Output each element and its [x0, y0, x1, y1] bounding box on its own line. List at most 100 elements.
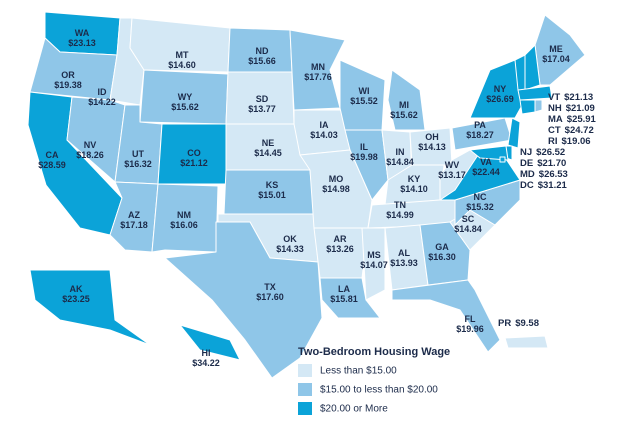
state-abbr: WY	[178, 92, 193, 102]
state-wage: $15.66	[248, 56, 276, 66]
state-wage: $14.10	[400, 184, 428, 194]
state-wage: $14.33	[276, 244, 304, 254]
legend: Two-Bedroom Housing Wage Less than $15.0…	[298, 346, 450, 415]
state-abbr: HI	[202, 348, 211, 358]
state-wage: $14.07	[360, 260, 388, 270]
state-abbr: CO	[187, 148, 201, 158]
state-wage: $17.18	[120, 220, 148, 230]
state-abbr: MD	[520, 169, 535, 180]
legend-title: Two-Bedroom Housing Wage	[298, 346, 450, 358]
state-abbr: CA	[46, 150, 59, 160]
legend-label: Less than $15.00	[320, 366, 397, 377]
state-label: DE $21.70	[520, 158, 566, 169]
state-wage: $17.60	[256, 292, 284, 302]
state-abbr: OK	[283, 234, 297, 244]
state-wage: $17.04	[542, 54, 570, 64]
state-wage: $13.77	[248, 104, 276, 114]
state-wage: $18.26	[76, 150, 104, 160]
state-wage: $23.25	[62, 294, 90, 304]
state-wage: $25.91	[567, 114, 597, 125]
state-shape	[387, 69, 426, 131]
state-wage: $15.62	[390, 110, 418, 120]
state-abbr: TX	[264, 282, 276, 292]
state-abbr: FL	[465, 314, 476, 324]
state-shape	[519, 99, 536, 115]
state-shape	[534, 99, 543, 113]
state-wage: $28.59	[38, 160, 66, 170]
state-wage: $21.09	[566, 103, 595, 114]
state-abbr: KY	[408, 174, 421, 184]
state-abbr: MT	[176, 50, 189, 60]
state-abbr: NC	[474, 192, 487, 202]
legend-swatch	[298, 383, 312, 396]
state-wage: $14.84	[454, 224, 482, 234]
state-shape	[469, 145, 509, 161]
state-abbr: LA	[338, 284, 350, 294]
state-wage: $13.93	[390, 258, 418, 268]
state-label: NJ $26.52	[520, 147, 565, 158]
state-abbr: MS	[367, 250, 381, 260]
state-abbr: GA	[435, 242, 449, 252]
state-abbr: WV	[445, 160, 460, 170]
state-wage: $15.62	[171, 102, 199, 112]
state-abbr: VT	[548, 92, 560, 103]
state-shape	[419, 221, 471, 286]
state-abbr: NM	[177, 210, 191, 220]
state-abbr: DE	[520, 158, 533, 169]
state-label: VT $21.13	[548, 92, 593, 103]
state-shape	[499, 156, 506, 163]
state-abbr: VA	[480, 157, 492, 167]
state-wage: $14.84	[386, 157, 414, 167]
state-wage: $16.30	[428, 252, 456, 262]
state-label: MD $26.53	[520, 169, 568, 180]
state-abbr: OH	[425, 132, 439, 142]
state-abbr: OR	[61, 70, 75, 80]
state-abbr: AZ	[128, 210, 140, 220]
state-wage: $16.32	[124, 159, 152, 169]
state-shapes	[27, 11, 586, 379]
state-wage: $26.52	[536, 147, 565, 158]
legend-label: $20.00 or More	[320, 404, 388, 415]
state-abbr: ND	[256, 46, 269, 56]
state-abbr: ME	[549, 44, 563, 54]
state-shape	[344, 129, 389, 201]
state-wage: $19.38	[54, 80, 82, 90]
state-abbr: DC	[520, 180, 534, 191]
state-abbr: IL	[360, 142, 369, 152]
legend-swatch	[298, 402, 312, 415]
state-shape	[164, 221, 323, 379]
state-wage: $14.03	[310, 130, 338, 140]
state-abbr: PR	[498, 318, 511, 329]
state-abbr: WI	[359, 86, 370, 96]
state-label: NH $21.09	[548, 103, 595, 114]
state-abbr: AR	[334, 234, 347, 244]
state-label: RI $19.06	[548, 136, 591, 147]
state-abbr: NJ	[520, 147, 532, 158]
state-abbr: MN	[311, 62, 325, 72]
state-abbr: MA	[548, 114, 563, 125]
state-wage: $15.32	[466, 202, 494, 212]
state-shape	[391, 279, 501, 353]
state-wage: $9.58	[515, 318, 539, 329]
state-wage: $19.06	[562, 136, 591, 147]
state-abbr: IA	[320, 120, 330, 130]
state-abbr: SC	[462, 214, 475, 224]
state-abbr: WA	[75, 28, 90, 38]
state-abbr: IN	[396, 147, 405, 157]
state-abbr: PA	[474, 120, 486, 130]
state-abbr: NV	[84, 140, 97, 150]
state-shape	[29, 269, 151, 346]
state-wage: $26.53	[539, 169, 568, 180]
state-abbr: ID	[98, 87, 108, 97]
state-label: CT $24.72	[548, 125, 594, 136]
legend-swatch	[298, 364, 312, 377]
state-abbr: NE	[262, 138, 275, 148]
state-shape	[504, 335, 549, 349]
state-wage: $26.69	[486, 94, 514, 104]
state-shape	[179, 324, 241, 361]
state-wage: $15.81	[330, 294, 358, 304]
state-wage: $23.13	[68, 38, 96, 48]
state-wage: $21.13	[564, 92, 593, 103]
state-abbr: NY	[494, 84, 507, 94]
